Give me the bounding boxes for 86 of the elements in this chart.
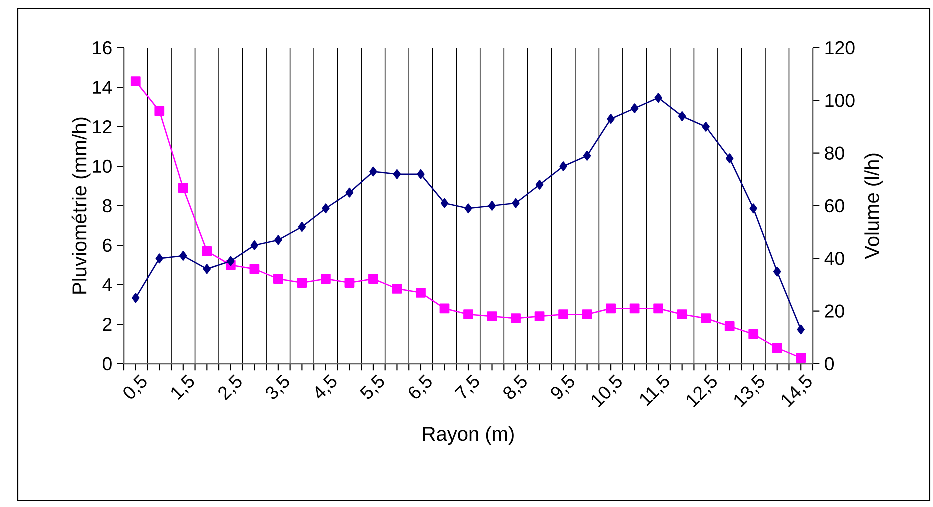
y-tick-label: 4 <box>102 278 112 292</box>
point <box>202 246 212 256</box>
point <box>440 304 450 314</box>
y2-tick-label: 0 <box>825 357 834 371</box>
y2-tick-label: 80 <box>825 146 844 160</box>
y-tick-label: 2 <box>103 318 112 332</box>
point <box>203 264 212 274</box>
point <box>274 274 284 284</box>
x-tick-label: 4,5 <box>316 374 337 399</box>
point <box>677 310 688 320</box>
y2-tick-label: 20 <box>825 304 844 318</box>
y-tick-label: 8 <box>103 199 112 213</box>
x-axis-title: Rayon (m) <box>423 426 514 446</box>
point <box>370 166 378 177</box>
point <box>464 204 472 214</box>
point <box>132 293 140 304</box>
point <box>487 312 498 322</box>
x-tick-label: 9,5 <box>551 374 574 400</box>
point <box>344 278 355 288</box>
point <box>346 188 354 198</box>
y-tick-label: 14 <box>93 81 112 94</box>
point <box>748 329 759 340</box>
point <box>702 122 710 132</box>
point <box>607 114 615 124</box>
y2-tick-label: 40 <box>824 252 844 266</box>
x-tick-label: 8,5 <box>504 374 527 400</box>
point <box>416 288 426 298</box>
y2-axis-title: Volume (l/h) <box>864 154 884 260</box>
point <box>511 314 521 324</box>
point <box>773 266 782 277</box>
point <box>726 154 734 164</box>
point <box>724 322 735 332</box>
point <box>750 204 758 214</box>
point <box>154 106 165 116</box>
point <box>393 169 402 180</box>
point <box>392 284 402 294</box>
x-tick-label: 7,5 <box>454 374 480 399</box>
y2-tick-label: 120 <box>826 41 855 55</box>
point <box>536 180 544 190</box>
point <box>250 264 260 274</box>
point <box>630 304 640 314</box>
y2-tick-label: 100 <box>826 94 855 108</box>
point <box>796 353 806 363</box>
point <box>630 104 639 114</box>
point <box>797 324 805 335</box>
point <box>560 162 568 172</box>
point <box>417 169 425 180</box>
point <box>654 93 662 103</box>
point <box>297 278 308 288</box>
point <box>178 183 188 194</box>
point <box>654 304 664 314</box>
point <box>322 204 330 214</box>
y-tick-label: 12 <box>93 120 112 134</box>
x-tick-label: 2,5 <box>218 374 242 400</box>
point <box>464 310 474 320</box>
point <box>583 151 592 161</box>
point <box>678 112 686 122</box>
point <box>321 274 331 284</box>
y2-tick-label: 60 <box>825 199 844 213</box>
y-tick-label: 16 <box>93 41 112 55</box>
y-tick-label: 6 <box>103 238 112 252</box>
point <box>606 304 616 314</box>
x-tick-label: 3,5 <box>266 374 290 400</box>
y-tick-label: 10 <box>93 160 112 174</box>
point <box>298 222 306 232</box>
point <box>558 310 568 320</box>
point <box>156 254 164 264</box>
point <box>534 312 545 322</box>
point <box>582 310 592 320</box>
y-axis-title: Pluviométrie (mm/h) <box>72 118 91 294</box>
x-tick-label: 0,5 <box>124 374 147 399</box>
point <box>512 198 520 208</box>
point <box>130 76 141 87</box>
point <box>488 201 496 211</box>
x-tick-label: 1,5 <box>172 374 194 400</box>
point <box>368 274 378 284</box>
y-tick-label: 0 <box>102 357 112 371</box>
point <box>274 235 282 246</box>
point <box>180 251 188 261</box>
x-tick-label: 6,5 <box>409 374 432 399</box>
x-tick-label: 5,5 <box>360 374 384 400</box>
point <box>227 256 235 266</box>
point <box>701 314 712 324</box>
point <box>440 198 449 208</box>
point <box>250 240 259 250</box>
point <box>772 343 782 354</box>
